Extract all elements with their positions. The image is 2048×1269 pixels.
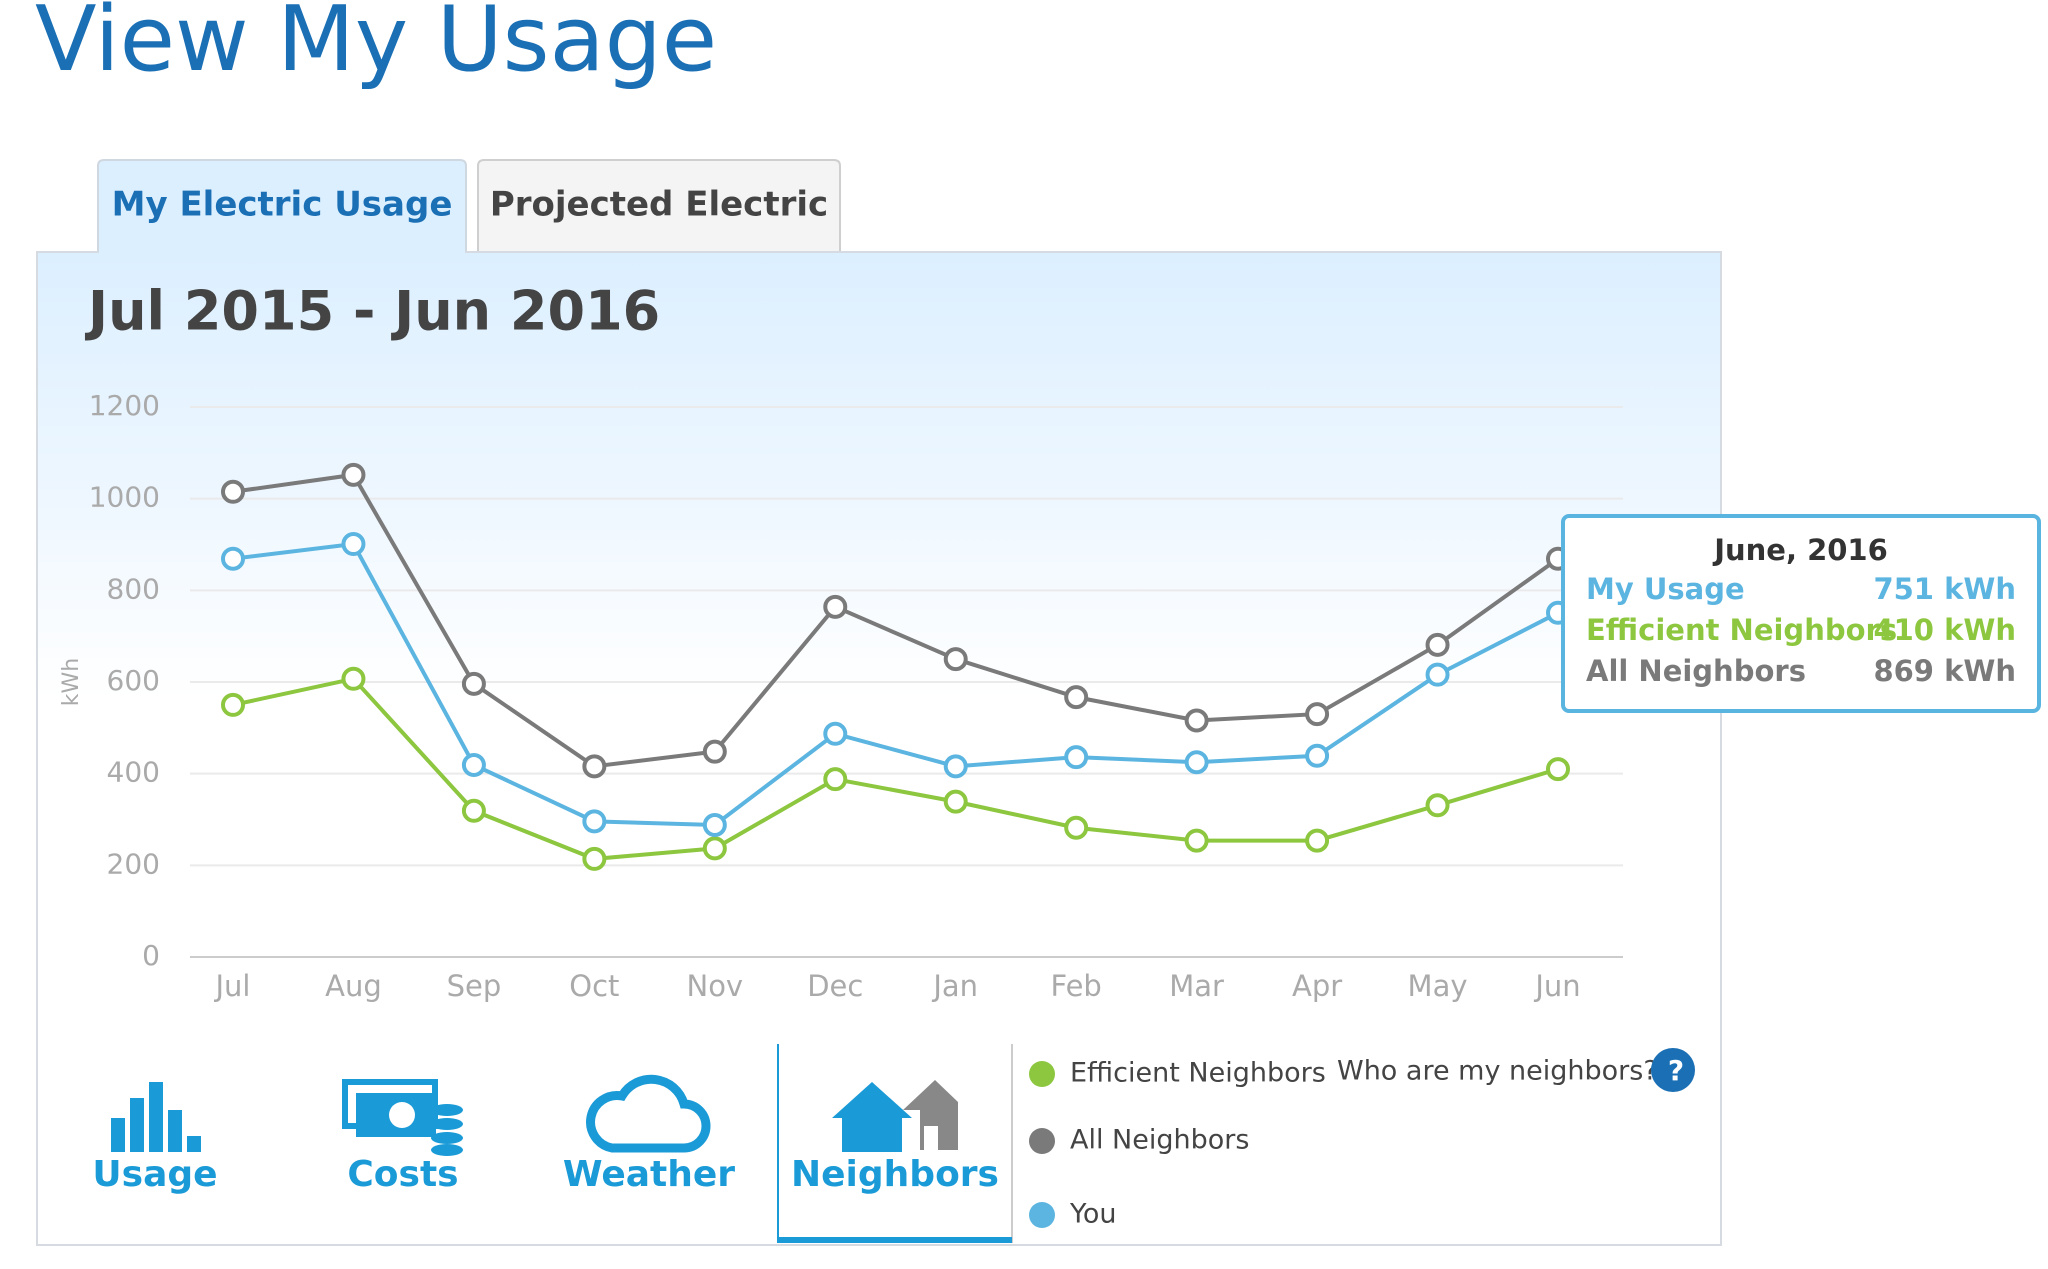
y-tick-label: 1200 [89, 389, 160, 422]
y-tick-label: 400 [107, 756, 160, 789]
data-point [461, 671, 486, 696]
data-point [702, 739, 727, 764]
data-point [1184, 750, 1209, 775]
data-point [582, 846, 607, 871]
data-point [1305, 702, 1330, 727]
legend-swatch [1029, 1202, 1055, 1228]
x-tick-label: Aug [325, 969, 382, 1003]
data-point [1184, 828, 1209, 853]
y-tick-label: 600 [107, 664, 160, 697]
x-tick-label: Dec [807, 969, 863, 1003]
data-point [221, 546, 245, 571]
legend-label: You [1069, 1199, 1117, 1230]
x-tick-label: May [1408, 969, 1468, 1003]
data-point [461, 752, 486, 777]
data-point [461, 798, 486, 823]
y-axis-label: kWh [59, 658, 84, 706]
panel [36, 251, 1722, 1246]
nav-label[interactable]: Usage [92, 1154, 217, 1195]
weather-icon [586, 1074, 711, 1153]
nav-label[interactable]: Neighbors [791, 1154, 999, 1195]
x-tick-label: Jan [931, 969, 978, 1003]
y-tick-label: 1000 [89, 481, 160, 514]
tooltip-label: My Usage [1586, 572, 1745, 606]
data-point [341, 532, 366, 557]
x-tick-label: Sep [447, 969, 502, 1003]
x-tick-label: Jul [214, 969, 251, 1003]
tooltip: June, 2016 My Usage 751 kWh Efficient Neigh… [1561, 514, 2041, 713]
tab-active[interactable] [97, 159, 467, 252]
y-tick-label: 0 [142, 939, 160, 972]
data-point [943, 754, 968, 779]
neighbors-icon [832, 1080, 958, 1152]
data-point [341, 462, 366, 487]
costs-icon [342, 1079, 463, 1156]
data-point [943, 647, 968, 672]
x-tick-label: Oct [569, 969, 619, 1003]
data-point [1425, 662, 1450, 687]
x-tick-label: Jun [1533, 969, 1580, 1003]
x-tick-label: Feb [1051, 969, 1102, 1003]
nav-label[interactable]: Weather [563, 1154, 735, 1195]
legend-label: Efficient Neighbors [1070, 1058, 1326, 1089]
tooltip-value: 751 kWh [1873, 572, 2016, 606]
data-point [221, 479, 245, 504]
nav-label[interactable]: Costs [347, 1154, 458, 1195]
x-tick-label: Mar [1169, 969, 1224, 1003]
series-line [232, 541, 1559, 828]
usage-icon [111, 1082, 201, 1152]
data-point [582, 754, 607, 779]
data-point [1305, 743, 1330, 768]
data-point [221, 692, 245, 717]
legend-swatch [1029, 1061, 1055, 1087]
tab-label[interactable]: Projected Electric [490, 185, 828, 225]
data-point [1064, 745, 1089, 770]
data-point [943, 789, 968, 814]
tooltip-value: 869 kWh [1873, 654, 2016, 688]
tooltip-title: June, 2016 [1712, 533, 1888, 567]
chart-title: Jul 2015 - Jun 2016 [84, 280, 660, 343]
data-point [1425, 632, 1450, 657]
data-point [1305, 828, 1330, 853]
series-line [232, 472, 1560, 769]
tooltip-box [1561, 514, 2041, 713]
nav-active-underline [778, 1237, 1012, 1243]
y-tick-label: 800 [107, 572, 160, 605]
x-tick-label: Apr [1292, 969, 1342, 1003]
page-title: View My Usage [35, 0, 717, 92]
help-icon-text[interactable]: ? [1668, 1054, 1684, 1087]
series-line [232, 676, 1559, 861]
tab-join [99, 251, 465, 254]
neighbors-link[interactable]: Who are my neighbors? [1337, 1056, 1658, 1087]
data-point [1425, 793, 1450, 818]
data-point [1546, 757, 1570, 782]
data-point [702, 813, 727, 837]
x-tick-label: Nov [687, 969, 744, 1003]
legend-label: All Neighbors [1070, 1125, 1249, 1156]
tooltip-label: Efficient Neighbors [1586, 613, 1897, 647]
data-point [582, 809, 607, 834]
data-point [823, 767, 848, 792]
data-point [341, 666, 366, 691]
data-point [823, 594, 848, 619]
help-icon[interactable] [1651, 1048, 1695, 1092]
y-tick-label: 200 [107, 847, 160, 880]
data-point [823, 721, 848, 746]
legend-swatch [1029, 1128, 1055, 1154]
data-point [702, 836, 727, 861]
data-point [1184, 708, 1209, 733]
tab[interactable] [477, 159, 841, 252]
tooltip-label: All Neighbors [1586, 654, 1806, 688]
tooltip-value: 410 kWh [1873, 613, 2016, 647]
tab-label[interactable]: My Electric Usage [112, 185, 453, 225]
plot: 0 200 400 600 800 1000 1200 Jul Aug Sep Oct Nov Dec J… [89, 389, 2041, 1230]
data-point [1064, 685, 1089, 710]
data-point [1064, 815, 1089, 840]
